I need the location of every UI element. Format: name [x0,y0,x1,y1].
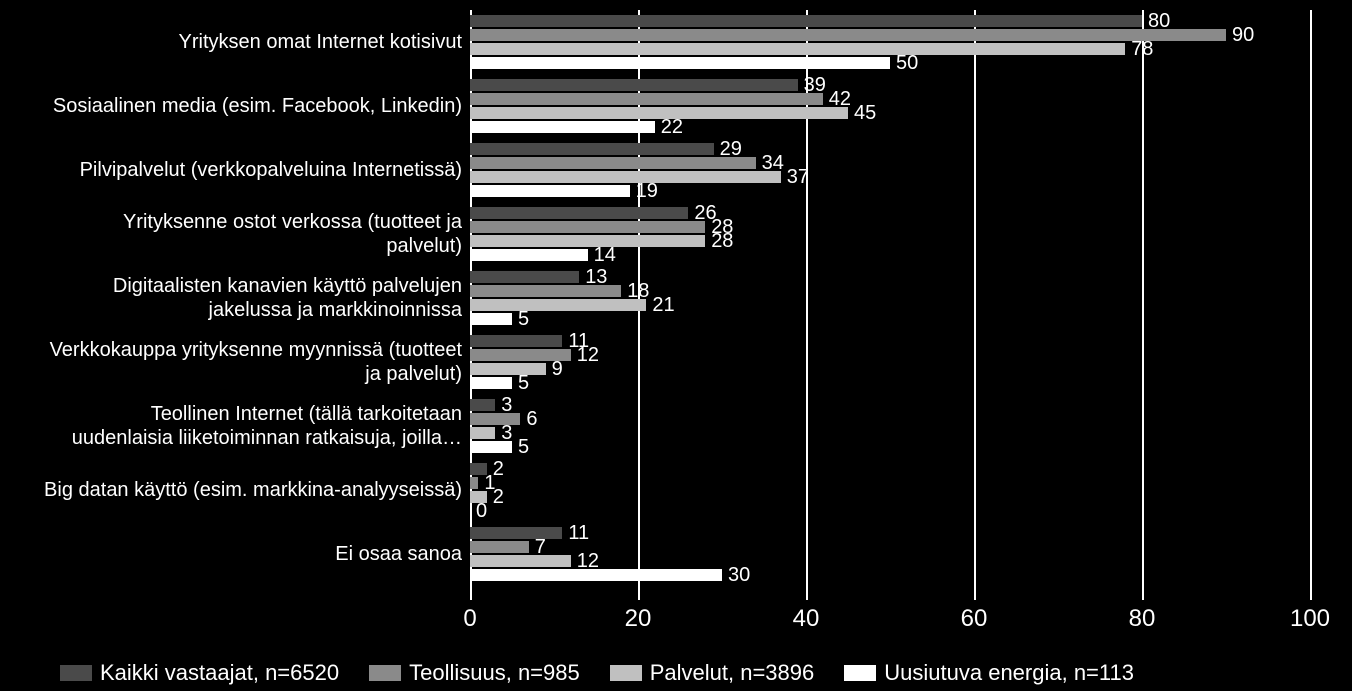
gridline [1142,10,1144,600]
bar-value-label: 12 [577,551,599,571]
bar [470,569,722,581]
legend-item: Kaikki vastaajat, n=6520 [60,660,339,686]
legend-label: Palvelut, n=3896 [650,660,815,686]
bar [470,121,655,133]
legend-swatch [844,665,876,681]
bar-value-label: 5 [518,309,529,329]
bar [470,171,781,183]
category-label: Ei osaa sanoa [2,542,462,566]
bar-value-label: 50 [896,53,918,73]
bar-value-label: 6 [526,409,537,429]
bar-value-label: 12 [577,345,599,365]
bar [470,43,1125,55]
bar [470,157,756,169]
bar-value-label: 14 [594,245,616,265]
bar-value-label: 13 [585,267,607,287]
bar [470,299,646,311]
bar [470,285,621,297]
bar-value-label: 2 [493,487,504,507]
bar [470,93,823,105]
category-label: Big datan käyttö (esim. markkina-analyys… [2,478,462,502]
category-label: Teollinen Internet (tällä tarkoitetaanuu… [2,402,462,450]
legend-item: Palvelut, n=3896 [610,660,815,686]
x-axis-tick-label: 60 [961,605,988,633]
bar [470,29,1226,41]
bar [470,413,520,425]
x-axis-tick-label: 100 [1290,605,1330,633]
bar [470,541,529,553]
category-label: Sosiaalinen media (esim. Facebook, Linke… [2,94,462,118]
bar [470,477,478,489]
bar [470,15,1142,27]
bar [470,107,848,119]
legend-swatch [610,665,642,681]
bar-value-label: 30 [728,565,750,585]
bar [470,249,588,261]
bar-value-label: 28 [711,231,733,251]
bar-value-label: 9 [552,359,563,379]
bar [470,207,688,219]
gridline [974,10,976,600]
bar-value-label: 3 [501,395,512,415]
bar [470,527,562,539]
bar-value-label: 34 [762,153,784,173]
bar [470,79,798,91]
bar [470,185,630,197]
bar-value-label: 7 [535,537,546,557]
bar-value-label: 3 [501,423,512,443]
legend-item: Uusiutuva energia, n=113 [844,660,1134,686]
bar-value-label: 21 [652,295,674,315]
bar-value-label: 5 [518,437,529,457]
x-axis-tick-label: 80 [1129,605,1156,633]
category-label: Verkkokauppa yrityksenne myynnissä (tuot… [2,338,462,386]
bar [470,399,495,411]
bar [470,271,579,283]
bar [470,335,562,347]
bar [470,313,512,325]
x-axis-tick-label: 0 [463,605,476,633]
bar-value-label: 22 [661,117,683,137]
category-label: Yrityksenne ostot verkossa (tuotteet jap… [2,210,462,258]
bar [470,143,714,155]
legend-label: Teollisuus, n=985 [409,660,580,686]
bar-value-label: 80 [1148,11,1170,31]
bar-value-label: 18 [627,281,649,301]
bar-value-label: 5 [518,373,529,393]
legend-label: Kaikki vastaajat, n=6520 [100,660,339,686]
legend-swatch [369,665,401,681]
bar [470,221,705,233]
bar-value-label: 11 [568,523,589,543]
bar [470,441,512,453]
legend-item: Teollisuus, n=985 [369,660,580,686]
chart-container: 8090785039424522293437192628281413182151… [0,10,1352,691]
bar-value-label: 90 [1232,25,1254,45]
bar [470,57,890,69]
x-axis-tick-label: 40 [793,605,820,633]
gridline [1310,10,1312,600]
category-label: Yrityksen omat Internet kotisivut [2,30,462,54]
bar-value-label: 78 [1131,39,1153,59]
x-axis-tick-label: 20 [625,605,652,633]
bar [470,427,495,439]
legend-label: Uusiutuva energia, n=113 [884,660,1134,686]
bar [470,235,705,247]
bar [470,363,546,375]
category-label: Pilvipalvelut (verkkopalveluina Internet… [2,158,462,182]
legend: Kaikki vastaajat, n=6520 Teollisuus, n=98… [60,660,1134,686]
bar-value-label: 0 [476,501,487,521]
bar-value-label: 19 [636,181,658,201]
bar-value-label: 29 [720,139,742,159]
legend-swatch [60,665,92,681]
bar [470,505,471,517]
bar-value-label: 45 [854,103,876,123]
bar [470,377,512,389]
bar [470,555,571,567]
bar-value-label: 42 [829,89,851,109]
category-label: Digitaalisten kanavien käyttö palvelujen… [2,274,462,322]
bar-value-label: 37 [787,167,809,187]
bar-value-label: 39 [804,75,826,95]
